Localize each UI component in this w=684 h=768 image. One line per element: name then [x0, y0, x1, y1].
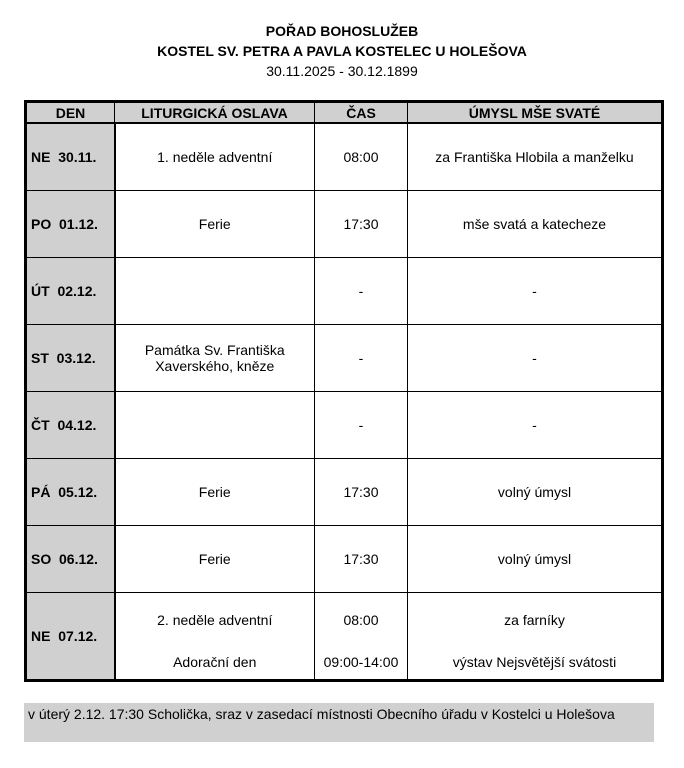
intention-cell: -: [407, 391, 663, 459]
celebration-cell: Ferie: [114, 525, 315, 593]
schedule-table: DEN LITURGICKÁ OSLAVA ČAS ÚMYSL MŠE SVAT…: [24, 100, 664, 682]
intention-text: výstav Nejsvětější svátosti: [452, 654, 617, 670]
intention-cell: -: [407, 324, 663, 392]
day-cell: PÁ 05.12.: [25, 458, 116, 526]
intention-cell: -: [407, 257, 663, 325]
table-row: NE 07.12. 2. neděle adventní Adorační den…: [25, 592, 663, 681]
time-cell: 17:30: [314, 458, 408, 526]
table-row: NE 30.11. 1. neděle adventní 08:00 za Frant…: [25, 122, 663, 191]
table-row: SO 06.12. Ferie 17:30 volný úmysl: [25, 525, 663, 593]
table-row: ÚT 02.12. - -: [25, 257, 663, 325]
intention-cell: mše svatá a katecheze: [407, 190, 663, 258]
celebration-cell: Ferie: [114, 190, 315, 258]
time-cell: 08:00: [314, 122, 408, 191]
table-row: ČT 04.12. - -: [25, 391, 663, 459]
intention-cell: za Františka Hlobila a manželku: [407, 122, 663, 191]
time-text: 08:00: [343, 612, 379, 628]
intention-cell: volný úmysl: [407, 458, 663, 526]
day-cell: ČT 04.12.: [25, 391, 116, 459]
day-cell: SO 06.12.: [25, 525, 116, 593]
table-row: PÁ 05.12. Ferie 17:30 volný úmysl: [25, 458, 663, 526]
column-header-intention: ÚMYSL MŠE SVATÉ: [407, 101, 663, 124]
column-header-celebration: LITURGICKÁ OSLAVA: [114, 101, 315, 124]
announcement-note: v úterý 2.12. 17:30 Scholička, sraz v za…: [24, 703, 654, 742]
intention-text: za farníky: [504, 612, 565, 628]
time-cell: 17:30: [314, 525, 408, 593]
column-header-time: ČAS: [314, 101, 408, 124]
time-cell: 17:30: [314, 190, 408, 258]
intention-cell: volný úmysl: [407, 525, 663, 593]
day-cell: PO 01.12.: [25, 190, 116, 258]
church-name: KOSTEL SV. PETRA A PAVLA KOSTELEC U HOLE…: [157, 43, 527, 59]
document-title: POŘAD BOHOSLUŽEB: [265, 23, 419, 39]
celebration-cell: Památka Sv. Františka Xaverského, kněze: [114, 324, 315, 392]
time-cell: 08:00 09:00-14:00: [314, 592, 408, 681]
table-row: PO 01.12. Ferie 17:30 mše svatá a katecheze: [25, 190, 663, 258]
day-cell: ST 03.12.: [25, 324, 116, 392]
table-row: ST 03.12. Památka Sv. Františka Xaverskéh…: [25, 324, 663, 392]
time-cell: -: [314, 257, 408, 325]
time-text: 09:00-14:00: [323, 654, 399, 670]
time-cell: -: [314, 324, 408, 392]
intention-cell: za farníky výstav Nejsvětější svátosti: [407, 592, 663, 681]
date-range: 30.11.2025 - 30.12.1899: [266, 63, 418, 79]
celebration-text: Adorační den: [173, 654, 257, 670]
celebration-text: 2. neděle adventní: [157, 612, 273, 628]
celebration-cell: [114, 391, 315, 459]
celebration-cell: [114, 257, 315, 325]
day-cell: NE 30.11.: [25, 122, 116, 191]
day-cell: NE 07.12.: [25, 592, 116, 681]
celebration-cell: 2. neděle adventní Adorační den: [114, 592, 315, 681]
time-cell: -: [314, 391, 408, 459]
celebration-cell: Ferie: [114, 458, 315, 526]
column-header-day: DEN: [25, 101, 115, 124]
day-cell: ÚT 02.12.: [25, 257, 116, 325]
celebration-cell: 1. neděle adventní: [114, 122, 315, 191]
